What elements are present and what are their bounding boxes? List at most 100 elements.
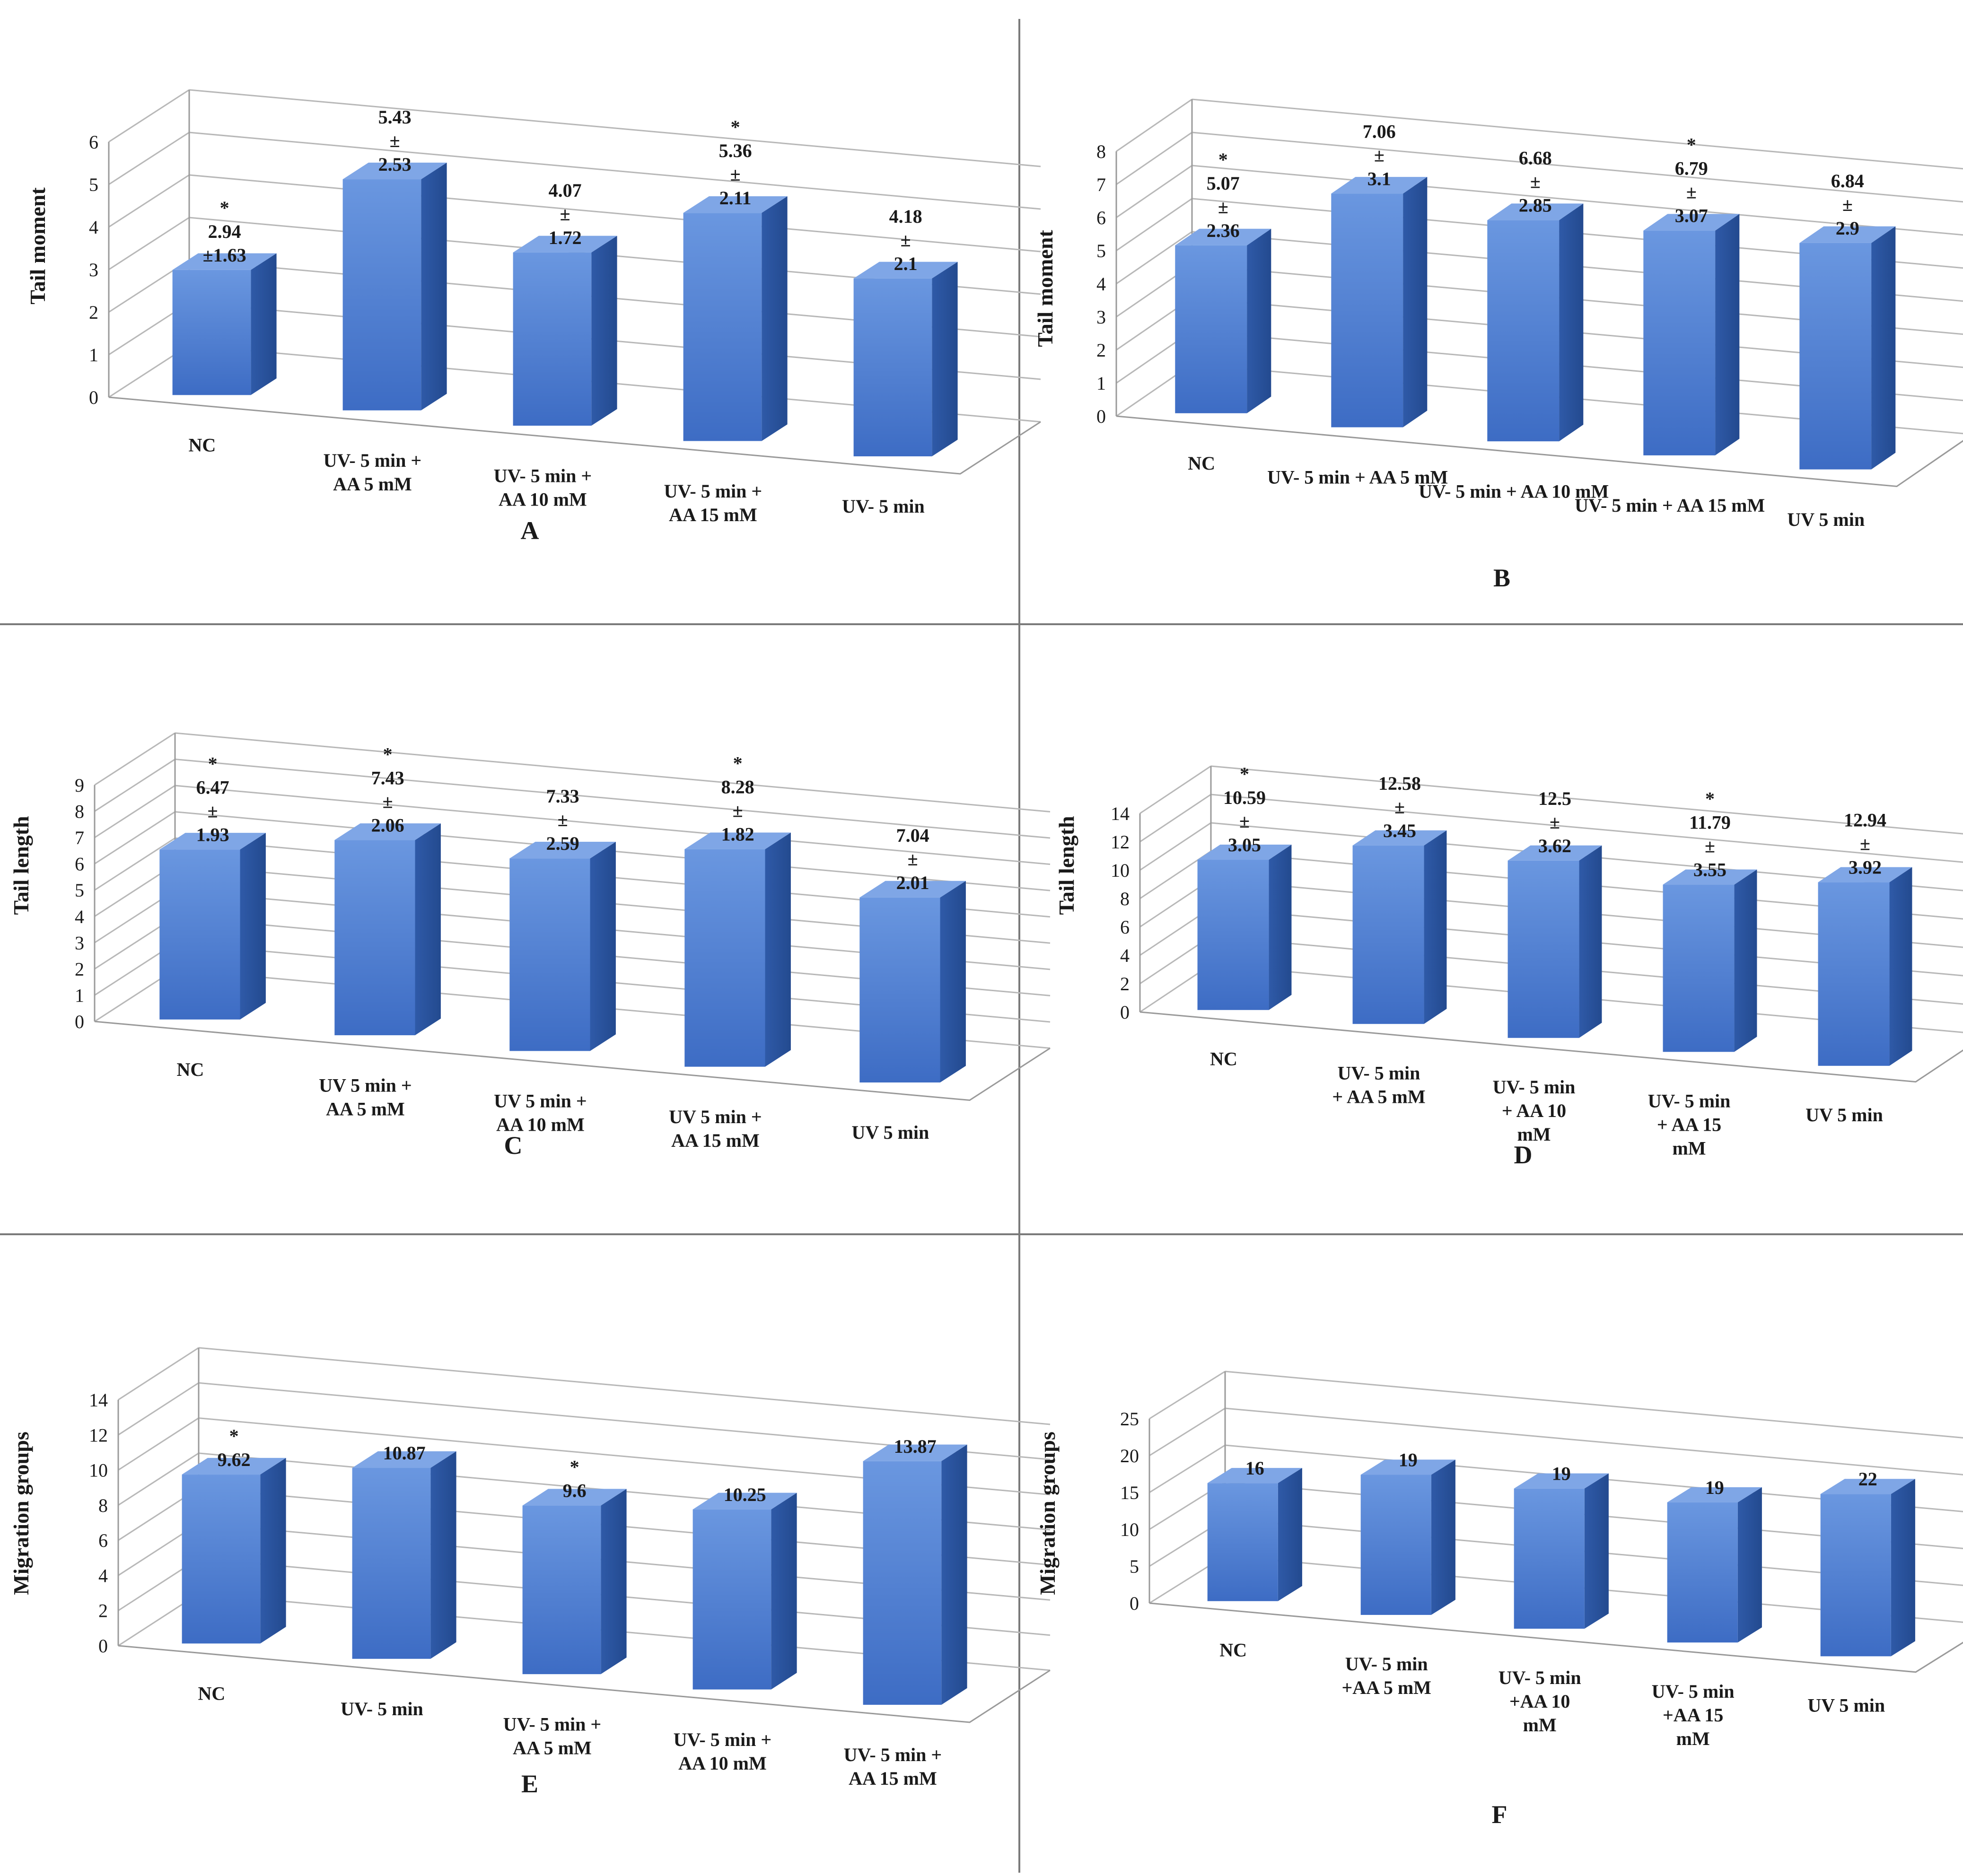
bar-side	[1431, 1459, 1455, 1615]
panel-label: F	[1492, 1800, 1507, 1829]
bar-front	[1507, 860, 1579, 1038]
category-label: UV- 5 min +	[494, 465, 592, 486]
bar-front	[172, 270, 251, 395]
bar	[859, 881, 966, 1083]
bar-top	[1507, 845, 1602, 861]
category-label: NC	[1188, 453, 1215, 474]
bar-top	[1352, 830, 1447, 846]
bar-side	[1737, 1487, 1762, 1643]
y-tick-label: 12	[89, 1424, 108, 1446]
data-label: 2.1	[894, 253, 918, 274]
gridline-side	[1116, 131, 1192, 185]
bar	[182, 1457, 286, 1644]
data-label: ±	[558, 809, 568, 830]
bar-side	[1889, 867, 1912, 1066]
bar-side	[1247, 228, 1271, 413]
data-label: 16	[1245, 1457, 1264, 1479]
bar-top	[683, 196, 788, 213]
category-label: UV- 5 min	[1499, 1667, 1581, 1688]
category-label: UV 5 min +	[494, 1091, 587, 1112]
bar-front	[1207, 1483, 1278, 1601]
data-label: ±	[1530, 171, 1541, 192]
gridline-side	[108, 89, 190, 143]
data-label: 19	[1552, 1463, 1571, 1484]
category-label: UV 5 min	[1807, 1694, 1885, 1716]
data-label: 7.04	[896, 825, 929, 846]
bar-front	[342, 179, 421, 410]
data-label: 6.84	[1831, 170, 1864, 192]
bar	[1175, 228, 1271, 413]
bar	[509, 841, 616, 1051]
y-tick-label: 10	[89, 1460, 108, 1481]
category-label: UV- 5 min + AA 10 mM	[1419, 480, 1609, 502]
category-label: UV- 5 min + AA 5 mM	[1267, 467, 1448, 488]
category-label: UV 5 min	[1805, 1104, 1883, 1126]
bar-top	[1820, 1479, 1915, 1494]
y-tick-label: 6	[89, 131, 98, 153]
data-label: 12.94	[1844, 810, 1886, 831]
data-label: 4.18	[889, 206, 922, 227]
bar-side	[260, 1457, 286, 1644]
bar-front	[1360, 1475, 1431, 1615]
y-tick-label: 25	[1120, 1408, 1139, 1430]
data-label: 2.01	[896, 872, 929, 893]
category-label: UV- 5 min	[341, 1698, 423, 1719]
data-label: 7.33	[546, 785, 579, 807]
gridline	[1225, 1370, 1963, 1439]
y-tick-label: 5	[1096, 240, 1106, 262]
gridline	[1225, 1407, 1963, 1475]
gridline	[189, 89, 1041, 167]
bar-side	[1579, 845, 1602, 1038]
bar	[684, 832, 791, 1067]
bar-front	[513, 252, 592, 426]
bar	[1643, 214, 1740, 455]
bar-top	[859, 881, 966, 898]
bar-front	[683, 213, 762, 441]
data-label: 3.55	[1693, 859, 1726, 881]
floor-edge	[1116, 415, 1963, 488]
gridline-side	[1116, 98, 1192, 152]
bar-side	[240, 833, 266, 1020]
category-label: UV- 5 min	[1652, 1681, 1735, 1702]
data-label: 1.82	[721, 824, 754, 845]
bar	[1799, 226, 1896, 470]
data-label: ±	[1860, 833, 1870, 855]
bar-top	[342, 162, 447, 180]
data-label: 9.62	[218, 1449, 251, 1470]
category-label: UV 5 min +	[319, 1074, 412, 1096]
data-label: ±1.63	[203, 244, 246, 266]
gridline	[175, 732, 1051, 812]
data-label: 2.06	[371, 814, 404, 836]
gridline-side	[118, 1417, 199, 1471]
gridline	[189, 131, 1041, 210]
y-tick-label: 10	[1120, 1519, 1139, 1540]
category-label: UV- 5 min +	[503, 1713, 602, 1735]
y-tick-label: 1	[1096, 373, 1106, 394]
bar-side	[1734, 869, 1757, 1052]
gridline-side	[1149, 1444, 1226, 1493]
data-label: *	[733, 753, 743, 774]
y-tick-label: 3	[89, 259, 98, 280]
bar-top	[1175, 228, 1271, 245]
category-label: UV- 5 min +	[844, 1744, 942, 1765]
bar-front	[1820, 1494, 1891, 1657]
gridline	[189, 174, 1041, 253]
category-label: UV- 5 min	[1345, 1653, 1428, 1675]
data-label: 7.06	[1363, 121, 1396, 142]
bar-top	[1331, 177, 1428, 194]
data-label: 1.72	[549, 227, 582, 248]
y-tick-label: 20	[1120, 1445, 1139, 1466]
data-label: ±	[1394, 796, 1405, 818]
data-label: ±	[1218, 196, 1228, 218]
bar-front	[1197, 860, 1269, 1010]
gridline	[175, 785, 1051, 865]
y-tick-label: 7	[1096, 174, 1106, 195]
gridline-side	[118, 1347, 199, 1401]
y-tick-label: 0	[98, 1635, 108, 1657]
bar-front	[684, 849, 765, 1067]
